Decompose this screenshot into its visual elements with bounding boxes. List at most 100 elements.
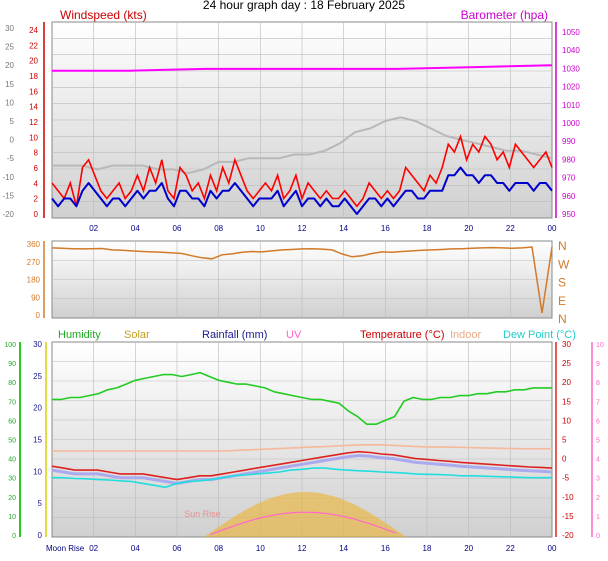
chart-title: 24 hour graph day : 18 February 2025 (202, 0, 406, 12)
legend-temperature: Temperature (°C) (360, 329, 444, 341)
humidity-line (52, 371, 552, 426)
legend-uv: UV (286, 329, 302, 341)
outer-tick-label: -10 (2, 173, 14, 182)
barometer-line (52, 64, 553, 72)
x-tick-label-bottom: 04 (131, 544, 140, 553)
temperature-line (51, 450, 553, 481)
x-tick-label: 10 (256, 224, 265, 233)
x-tick-label-bottom: 00 (548, 544, 557, 553)
x-tick-label-bottom: 06 (173, 544, 182, 553)
windspeed-axis-label: Windspeed (kts) (60, 8, 147, 22)
outer-tick-label: -20 (2, 210, 14, 219)
wind-tick-label: 12 (29, 118, 38, 127)
uv-line (210, 511, 396, 536)
x-tick-label-bottom: 20 (464, 544, 473, 553)
wind-tick-label: 2 (34, 195, 39, 204)
uv-tick-label: 7 (596, 399, 600, 406)
x-tick-label: 12 (298, 224, 307, 233)
wind-tick-label: 18 (29, 72, 38, 81)
legend-solar: Solar (124, 329, 150, 341)
outer-tick-label: 5 (10, 117, 15, 126)
wind-average-line (51, 166, 553, 215)
uv-tick-label: 3 (596, 476, 600, 483)
baro-tick-label: 980 (562, 155, 576, 164)
x-tick-label-bottom: 18 (423, 544, 432, 553)
moon-rise-label: Moon Rise (46, 544, 85, 553)
x-tick-label: 04 (131, 224, 140, 233)
legend-dew-point: Dew Point (°C) (503, 329, 576, 341)
temp-tick-label: 5 (562, 436, 567, 445)
uv-tick-label: 4 (596, 457, 600, 464)
direction-tick-label: 180 (27, 276, 41, 285)
compass-label: W (558, 257, 570, 271)
humidity-tick-label: 20 (8, 495, 16, 502)
rainfall-tick-label: 15 (33, 436, 42, 445)
x-tick-label: 16 (381, 224, 390, 233)
baro-tick-label: 960 (562, 192, 576, 201)
wind-tick-label: 20 (29, 57, 38, 66)
legend-humidity: Humidity (58, 329, 101, 341)
outer-tick-label: 10 (5, 98, 14, 107)
temp-tick-label: 0 (562, 455, 567, 464)
x-tick-label-bottom: 08 (214, 544, 223, 553)
temp-tick-label: -15 (562, 512, 574, 521)
windspeed-line (51, 133, 553, 208)
sun-rise-label: Sun Rise (184, 509, 221, 519)
humidity-tick-label: 60 (8, 418, 16, 425)
rainfall-tick-label: 0 (38, 531, 43, 540)
direction-tick-label: 90 (31, 293, 40, 302)
outer-tick-label: 0 (10, 136, 15, 145)
direction-tick-label: 270 (27, 258, 41, 267)
indoor-line (52, 443, 552, 452)
outer-tick-label: 30 (5, 24, 14, 33)
wind-tick-label: 0 (34, 210, 39, 219)
outer-tick-label: 20 (5, 61, 14, 70)
x-tick-label-bottom: 14 (339, 544, 348, 553)
uv-tick-label: 0 (596, 533, 600, 540)
temp-tick-label: 30 (562, 340, 571, 349)
rainfall-tick-label: 10 (33, 467, 42, 476)
humidity-tick-label: 30 (8, 476, 16, 483)
rainfall-tick-label: 20 (33, 404, 42, 413)
direction-tick-label: 0 (36, 311, 41, 320)
temp-tick-label: -20 (562, 531, 574, 540)
baro-tick-label: 950 (562, 210, 576, 219)
temp-tick-label: 10 (562, 416, 571, 425)
wind-tick-label: 16 (29, 87, 38, 96)
uv-tick-label: 6 (596, 418, 600, 425)
x-tick-label: 02 (89, 224, 98, 233)
direction-tick-label: 360 (27, 240, 41, 249)
compass-label: S (558, 276, 566, 290)
uv-tick-label: 8 (596, 380, 600, 387)
humidity-tick-label: 40 (8, 457, 16, 464)
temp-tick-label: -10 (562, 493, 574, 502)
x-tick-label: 00 (548, 224, 557, 233)
rainfall-tick-label: 25 (33, 372, 42, 381)
feels-like-line (51, 454, 553, 485)
outer-tick-label: 25 (5, 43, 14, 52)
x-tick-label-bottom: 10 (256, 544, 265, 553)
x-tick-label-bottom: 02 (89, 544, 98, 553)
wind-tick-label: 14 (29, 103, 38, 112)
temp-tick-label: 15 (562, 397, 571, 406)
x-tick-label: 22 (506, 224, 515, 233)
wind-tick-label: 24 (29, 26, 38, 35)
humidity-tick-label: 80 (8, 380, 16, 387)
compass-label: N (558, 312, 567, 326)
baro-tick-label: 1020 (562, 83, 580, 92)
uv-tick-label: 2 (596, 495, 600, 502)
baro-tick-label: 1000 (562, 119, 580, 128)
x-tick-label-bottom: 22 (506, 544, 515, 553)
humidity-tick-label: 70 (8, 399, 16, 406)
x-tick-label: 20 (464, 224, 473, 233)
barometer-axis-label: Barometer (hpa) (461, 8, 548, 22)
direction-line (51, 246, 553, 314)
x-tick-label: 06 (173, 224, 182, 233)
uv-tick-label: 9 (596, 361, 600, 368)
uv-tick-label: 10 (596, 342, 604, 349)
compass-label: E (558, 294, 566, 308)
baro-tick-label: 1010 (562, 101, 580, 110)
rainfall-tick-label: 5 (38, 499, 43, 508)
